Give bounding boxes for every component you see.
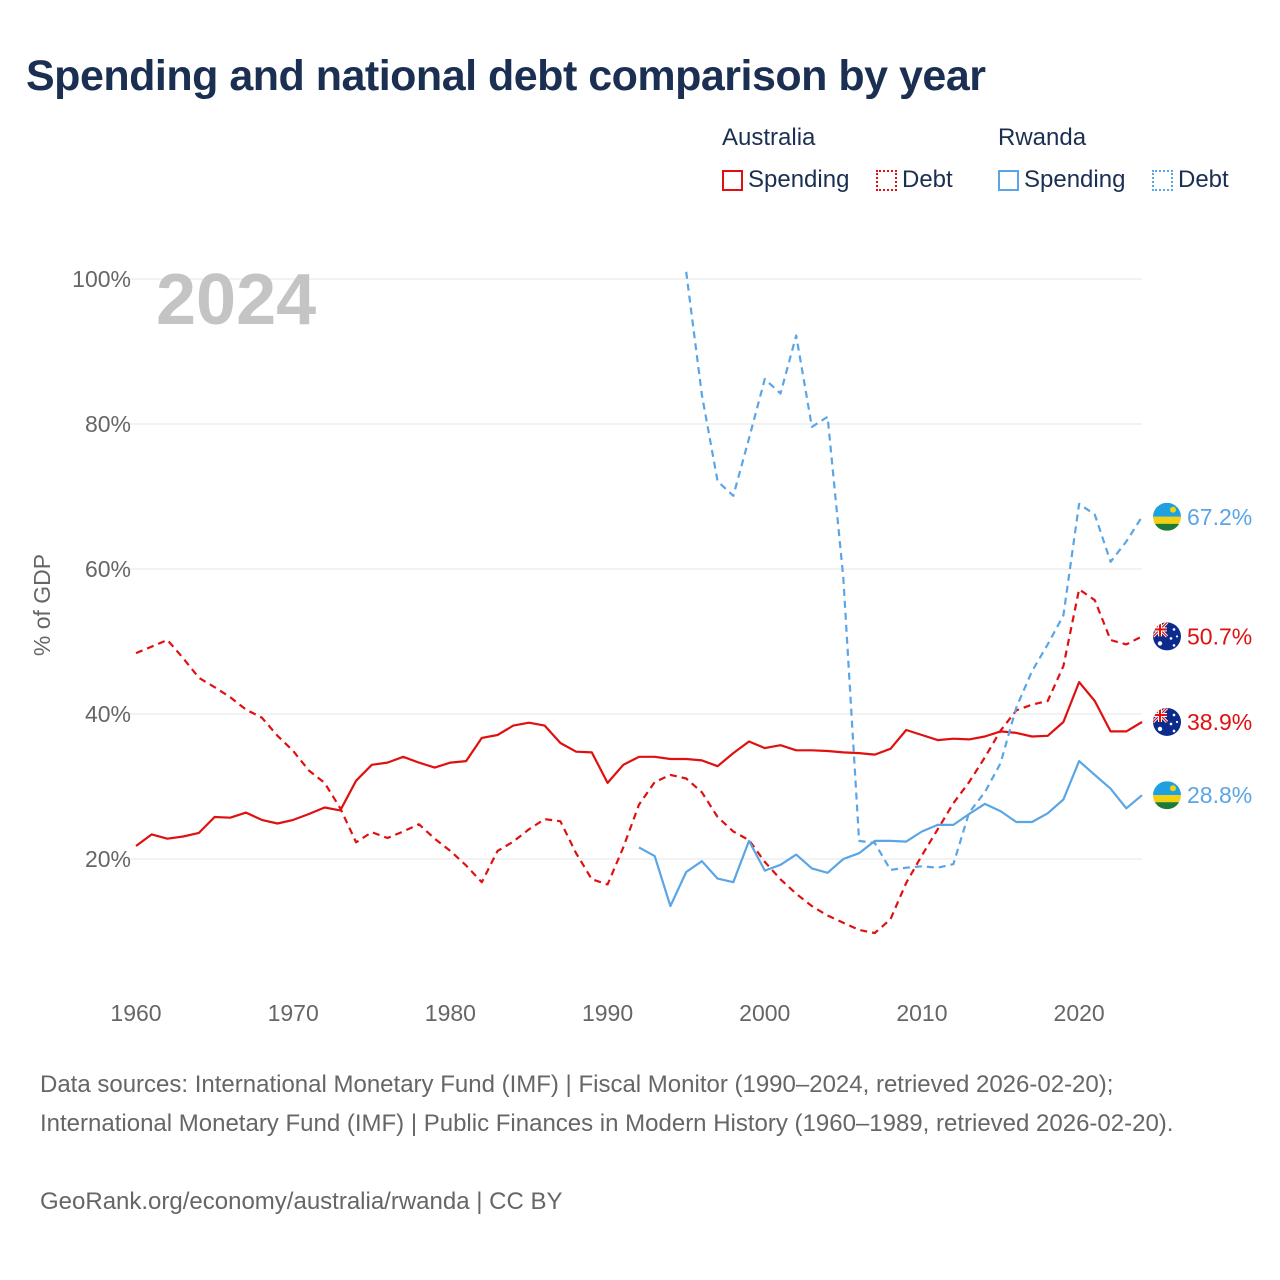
y-tick-label: 20%	[85, 846, 131, 872]
rwanda-flag-icon	[1153, 781, 1181, 809]
australia-flag-icon	[1153, 622, 1181, 650]
end-value-label: 67.2%	[1187, 504, 1252, 530]
x-tick-label: 2020	[1054, 1000, 1105, 1026]
end-value-label: 50.7%	[1187, 623, 1252, 649]
series-lines	[135, 271, 1143, 935]
legend-label: Debt	[1178, 166, 1229, 193]
x-tick-label: 2000	[739, 1000, 790, 1026]
x-tick-label: 1980	[425, 1000, 476, 1026]
end-value-label: 28.8%	[1187, 782, 1252, 808]
solid-line-swatch-icon	[998, 169, 1019, 191]
y-tick-label: 40%	[85, 701, 131, 727]
data-sources: Data sources: International Monetary Fun…	[40, 1071, 1174, 1137]
grid-lines	[130, 278, 1142, 860]
legend-country-australia: Australia	[722, 124, 816, 151]
solid-line-swatch-icon	[722, 169, 743, 191]
legend-label: Spending	[748, 166, 850, 193]
dotted-line-swatch-icon	[876, 169, 897, 191]
x-tick-label: 2010	[896, 1000, 947, 1026]
legend-country-rwanda: Rwanda	[998, 124, 1087, 151]
line-chart: 20% 40% 60% 80% 100% 1960 1970 1980 1990 2000 201…	[29, 260, 1252, 1026]
x-axis: 1960 1970 1980 1990 2000 2010 2020	[110, 1000, 1104, 1026]
legend-item-rwanda-debt[interactable]: Debt	[1152, 166, 1229, 194]
chart-title: Spending and national debt comparison by…	[26, 52, 986, 100]
y-tick-label: 100%	[72, 266, 131, 292]
legend-item-australia-debt[interactable]: Debt	[876, 166, 953, 194]
x-tick-label: 1970	[268, 1000, 319, 1026]
dotted-line-swatch-icon	[1152, 169, 1173, 191]
series-line-australia-debt[interactable]	[135, 588, 1143, 935]
series-line-rwanda-spending[interactable]	[638, 760, 1143, 908]
legend-item-australia-spending[interactable]: Spending	[722, 166, 849, 194]
series-line-rwanda-debt[interactable]	[685, 271, 1143, 871]
year-watermark: 2024	[156, 260, 316, 340]
y-tick-label: 60%	[85, 556, 131, 582]
credit-link[interactable]: GeoRank.org/economy/australia/rwanda | C…	[40, 1188, 563, 1215]
series-line-australia-spending[interactable]	[135, 681, 1143, 847]
end-value-label: 38.9%	[1187, 709, 1252, 735]
y-axis: 20% 40% 60% 80% 100%	[72, 266, 131, 872]
australia-flag-icon	[1153, 708, 1181, 736]
x-tick-label: 1960	[110, 1000, 161, 1026]
rwanda-flag-icon	[1153, 503, 1181, 531]
legend-label: Spending	[1024, 166, 1126, 193]
end-labels: 38.9% 50.7% 28.8% 67.2%	[1153, 503, 1252, 809]
x-tick-label: 1990	[582, 1000, 633, 1026]
y-axis-label: % of GDP	[29, 554, 55, 656]
y-tick-label: 80%	[85, 411, 131, 437]
legend-label: Debt	[902, 166, 953, 193]
legend-item-rwanda-spending[interactable]: Spending	[998, 166, 1125, 194]
